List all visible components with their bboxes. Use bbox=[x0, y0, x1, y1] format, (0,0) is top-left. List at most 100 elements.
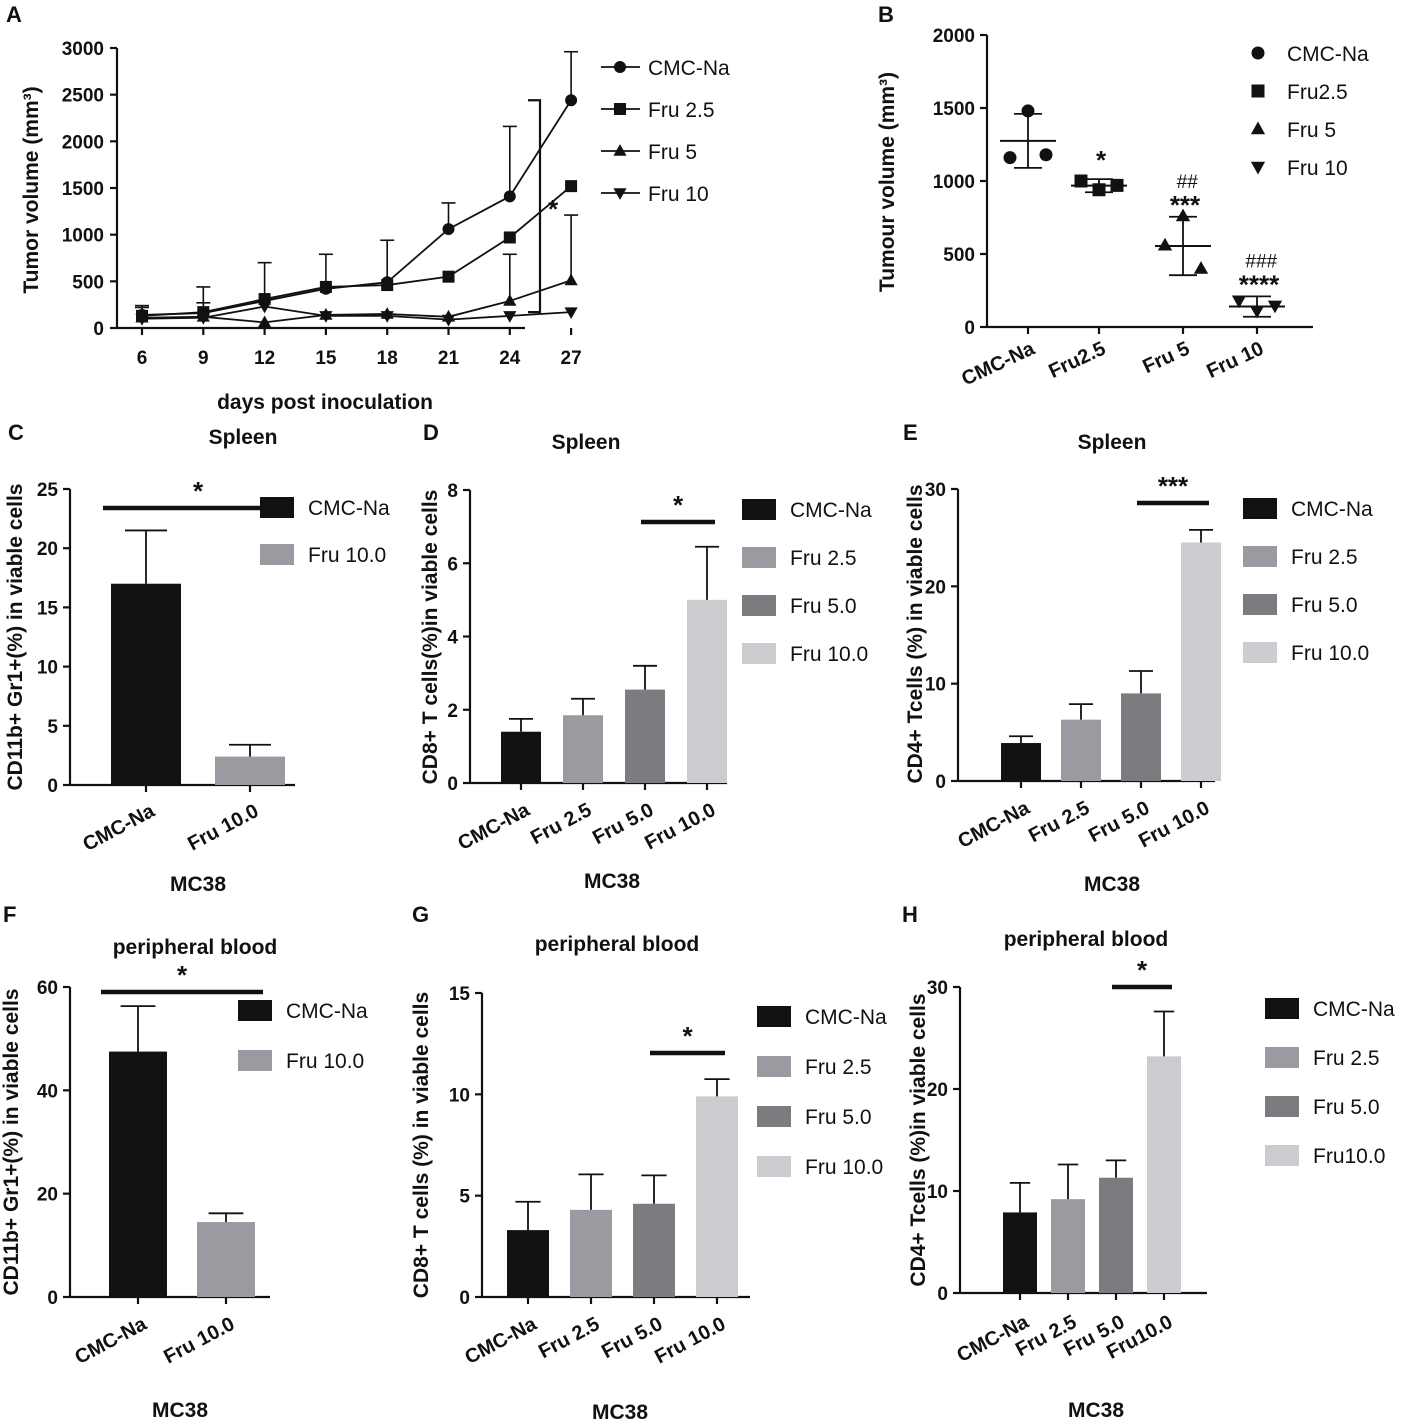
legend-swatch bbox=[742, 643, 776, 664]
bar bbox=[1181, 542, 1221, 781]
y-axis-label: CD8+ T cells (%) in viable cells bbox=[410, 992, 433, 1298]
data-point bbox=[1175, 208, 1191, 222]
x-tick-label: Fru 10.0 bbox=[641, 799, 719, 854]
legend-label: CMC-Na bbox=[1287, 43, 1369, 66]
series-3 bbox=[135, 301, 578, 327]
panel-label: H bbox=[902, 902, 918, 927]
y-tick-label: 0 bbox=[459, 1288, 470, 1309]
x-axis-label: MC38 bbox=[584, 870, 640, 893]
panel-label: B bbox=[878, 2, 894, 27]
x-tick-label: Fru 10 bbox=[1203, 338, 1267, 383]
y-tick-label: 3000 bbox=[62, 39, 104, 60]
legend-label: Fru 2.5 bbox=[1313, 1047, 1380, 1070]
legend-label: Fru 10.0 bbox=[308, 544, 386, 567]
legend-swatch bbox=[757, 1056, 791, 1077]
data-point bbox=[503, 294, 517, 306]
bar bbox=[507, 1230, 549, 1297]
y-tick-label: 20 bbox=[925, 577, 946, 598]
x-tick-label: Fru 10.0 bbox=[184, 800, 262, 855]
series-0 bbox=[135, 50, 579, 321]
x-tick-label: 21 bbox=[438, 348, 460, 369]
x-tick-label: Fru 2.5 bbox=[1025, 797, 1093, 847]
panel-c: C Spleen 0 5 10 15 20 25 CD11b+ Gr1+(%) in viabl… bbox=[4, 420, 390, 896]
y-tick-label: 10 bbox=[925, 675, 946, 696]
legend-marker bbox=[613, 144, 627, 156]
y-tick-label: 2000 bbox=[933, 26, 975, 47]
x-tick-label: Fru 2.5 bbox=[527, 799, 595, 849]
panel-b: B 0 500 1000 1500 2000 Tumour volume (mm³) CMC-… bbox=[876, 2, 1369, 390]
y-tick-label: 20 bbox=[927, 1080, 948, 1101]
bar bbox=[625, 689, 665, 783]
x-tick-label: Fru 10.0 bbox=[160, 1313, 238, 1368]
significance-label: * bbox=[673, 490, 684, 520]
significance-label: * bbox=[548, 194, 559, 224]
data-point bbox=[196, 312, 210, 325]
data-point bbox=[1193, 261, 1209, 274]
y-tick-label: 30 bbox=[925, 480, 946, 501]
hash-label: ## bbox=[1176, 172, 1198, 193]
legend-swatch bbox=[742, 547, 776, 568]
legend-swatch bbox=[1243, 594, 1277, 615]
y-tick-label: 6 bbox=[447, 554, 458, 575]
y-tick-label: 4 bbox=[447, 628, 458, 649]
bar bbox=[1099, 1177, 1133, 1293]
legend-label: Fru 5.0 bbox=[790, 595, 857, 618]
legend-label: Fru 2.5 bbox=[648, 99, 715, 122]
data-point bbox=[1003, 151, 1017, 165]
x-tick-label: Fru 2.5 bbox=[535, 1313, 603, 1363]
data-point bbox=[1157, 237, 1173, 251]
group-1 bbox=[1071, 174, 1127, 197]
series-line bbox=[141, 185, 572, 317]
y-tick-label: 0 bbox=[935, 772, 946, 793]
bar bbox=[563, 715, 603, 783]
y-tick-label: 500 bbox=[72, 272, 104, 293]
y-axis-label: Tumour volume (mm³) bbox=[876, 72, 899, 292]
bar bbox=[1147, 1056, 1181, 1293]
data-point bbox=[1092, 183, 1106, 197]
legend-label: Fru 5.0 bbox=[1313, 1096, 1380, 1119]
legend-swatch bbox=[757, 1006, 791, 1027]
legend-swatch bbox=[1265, 1047, 1299, 1068]
legend-label: CMC-Na bbox=[308, 497, 390, 520]
significance-label: * bbox=[177, 960, 188, 990]
significance-label: * bbox=[1096, 145, 1107, 175]
legend-label: CMC-Na bbox=[648, 57, 730, 80]
x-tick-label: 24 bbox=[499, 348, 521, 369]
y-tick-label: 1000 bbox=[933, 172, 975, 193]
y-tick-label: 1500 bbox=[62, 179, 104, 200]
data-point bbox=[441, 314, 456, 327]
significance-label: * bbox=[193, 476, 204, 506]
panel-label: E bbox=[903, 420, 918, 445]
y-tick-label: 20 bbox=[37, 539, 58, 560]
y-axis-label: CD8+ T cells(%)in viable cells bbox=[419, 490, 442, 785]
legend-swatch bbox=[260, 497, 294, 518]
data-point bbox=[1267, 300, 1283, 314]
significance-label: * bbox=[682, 1021, 693, 1051]
legend-marker bbox=[613, 188, 627, 200]
data-point bbox=[258, 301, 272, 314]
bar bbox=[696, 1096, 738, 1297]
legend-label: Fru 2.5 bbox=[1291, 546, 1358, 569]
bar bbox=[687, 599, 727, 783]
chart-title: peripheral blood bbox=[535, 933, 700, 956]
legend-swatch bbox=[1243, 642, 1277, 663]
series-line bbox=[141, 99, 572, 316]
group-3 bbox=[1229, 295, 1285, 319]
x-tick-label: Fru2.5 bbox=[1045, 338, 1109, 383]
y-tick-label: 0 bbox=[964, 318, 975, 339]
bar bbox=[1003, 1212, 1037, 1293]
y-axis-label: CD4+ Tcells (%)in viable cells bbox=[907, 993, 930, 1286]
bar bbox=[1121, 693, 1161, 781]
legend-marker bbox=[614, 103, 626, 115]
legend-label: CMC-Na bbox=[790, 499, 872, 522]
data-point bbox=[319, 311, 333, 323]
chart-title: Spleen bbox=[552, 431, 621, 454]
y-tick-label: 40 bbox=[37, 1081, 58, 1102]
bar bbox=[109, 1051, 167, 1297]
y-tick-label: 2000 bbox=[62, 132, 104, 153]
y-tick-label: 0 bbox=[47, 1288, 58, 1309]
y-axis-label: Tumor volume (mm³) bbox=[20, 86, 43, 293]
legend-label: CMC-Na bbox=[1313, 998, 1395, 1021]
